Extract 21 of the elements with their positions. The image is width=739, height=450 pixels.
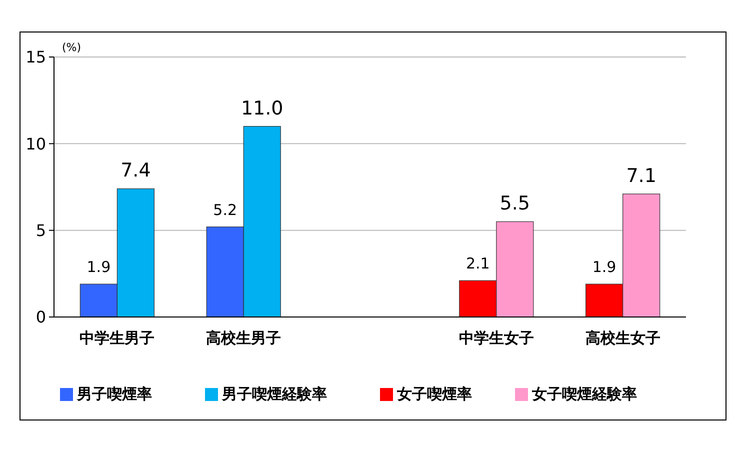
- legend-label: 男子喫煙率: [76, 385, 152, 403]
- legend-label: 女子喫煙経験率: [531, 385, 637, 403]
- y-axis-title: (%): [62, 41, 82, 54]
- legend-label: 男子喫煙経験率: [221, 385, 327, 403]
- legend-label: 女子喫煙率: [396, 385, 472, 403]
- data-label: 7.1: [626, 164, 656, 187]
- x-tick-label: 中学生男子: [80, 329, 155, 347]
- data-label: 1.9: [592, 258, 616, 276]
- y-tick-label: 15: [26, 48, 46, 67]
- data-label: 5.5: [500, 192, 530, 215]
- data-label: 2.1: [466, 254, 490, 273]
- data-label: 5.2: [213, 200, 238, 219]
- y-tick-label: 0: [36, 308, 46, 327]
- y-tick-label: 5: [36, 220, 46, 240]
- data-label: 7.4: [120, 160, 151, 182]
- x-tick-label: 中学生女子: [458, 329, 534, 347]
- y-tick-label: 10: [26, 134, 46, 154]
- x-tick-label: 高校生女子: [585, 329, 660, 347]
- data-label: 1.9: [86, 258, 111, 276]
- x-tick-label: 高校生男子: [206, 329, 282, 347]
- data-label: 11.0: [240, 97, 284, 120]
